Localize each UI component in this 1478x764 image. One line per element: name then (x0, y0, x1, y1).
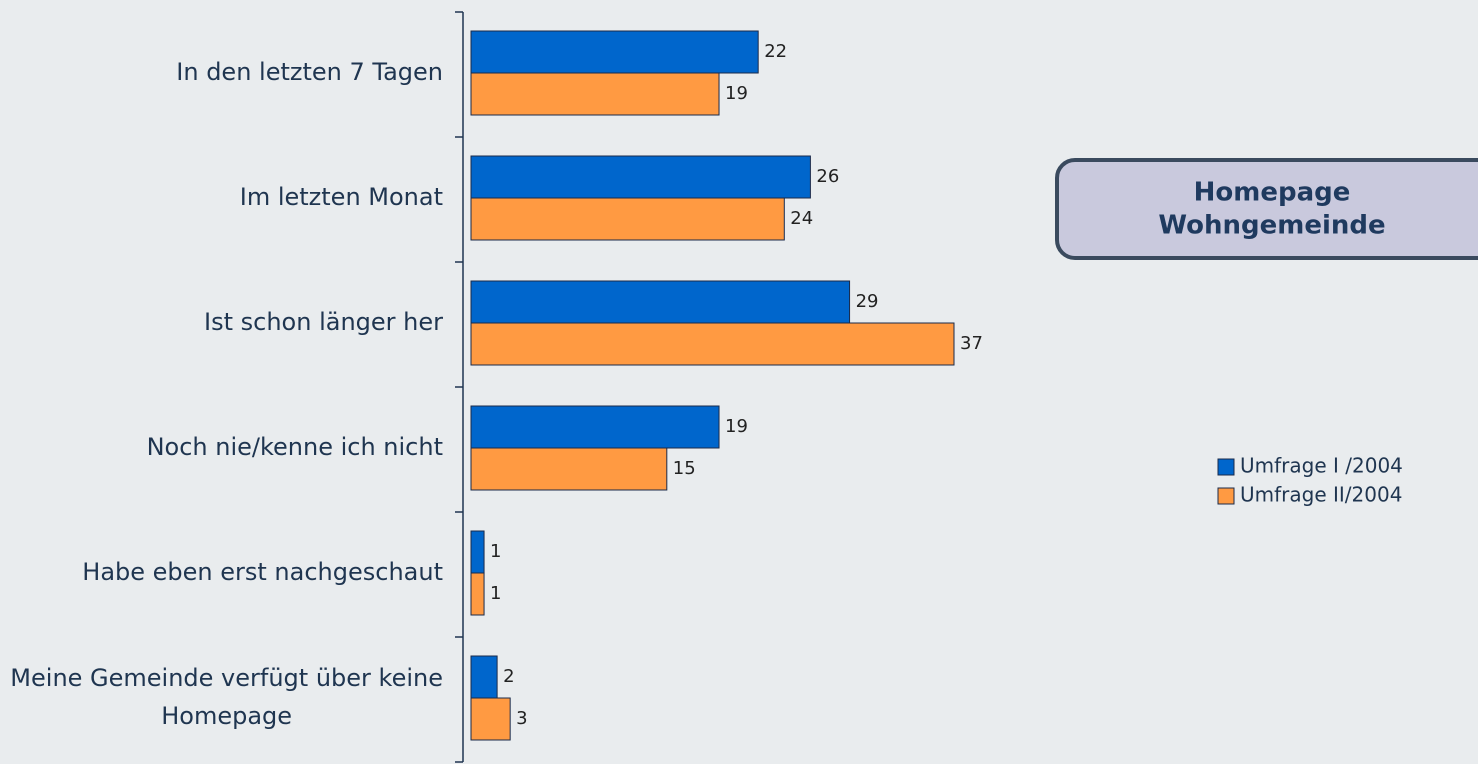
value-label: 19 (725, 83, 748, 104)
category-label: Habe eben erst nachgeschaut (82, 558, 443, 586)
value-label: 1 (490, 541, 501, 562)
bar (470, 72, 720, 116)
value-label: 29 (856, 291, 879, 312)
value-label: 26 (816, 166, 839, 187)
bar (470, 572, 485, 616)
legend-swatch (1217, 458, 1235, 476)
category-label: In den letzten 7 Tagen (176, 58, 443, 86)
category-label: Im letzten Monat (240, 183, 443, 211)
bar (470, 30, 759, 74)
bar (470, 447, 668, 491)
annotation-box (1055, 158, 1478, 260)
value-label: 2 (503, 666, 514, 687)
bar (470, 197, 785, 241)
legend-label: Umfrage I /2004 (1240, 454, 1403, 478)
bar (470, 697, 511, 741)
bar (470, 405, 720, 449)
value-label: 1 (490, 583, 501, 604)
value-label: 15 (673, 458, 696, 479)
legend-swatch (1217, 487, 1235, 505)
bar (470, 322, 955, 366)
legend-label: Umfrage II/2004 (1240, 483, 1402, 507)
annotation: Homepage Wohngemeinde (1158, 177, 1385, 240)
bar (470, 280, 851, 324)
value-label: 22 (764, 41, 787, 62)
category-label: Ist schon länger her (204, 308, 443, 336)
value-label: 37 (960, 333, 983, 354)
value-label: 24 (790, 208, 813, 229)
category-label: Noch nie/kenne ich nicht (147, 433, 443, 461)
bar (470, 530, 485, 574)
category-label: Meine Gemeinde verfügt über keine Homepag… (10, 664, 443, 730)
value-label: 19 (725, 416, 748, 437)
bar (470, 655, 498, 699)
value-label: 3 (516, 708, 527, 729)
bar (470, 155, 811, 199)
